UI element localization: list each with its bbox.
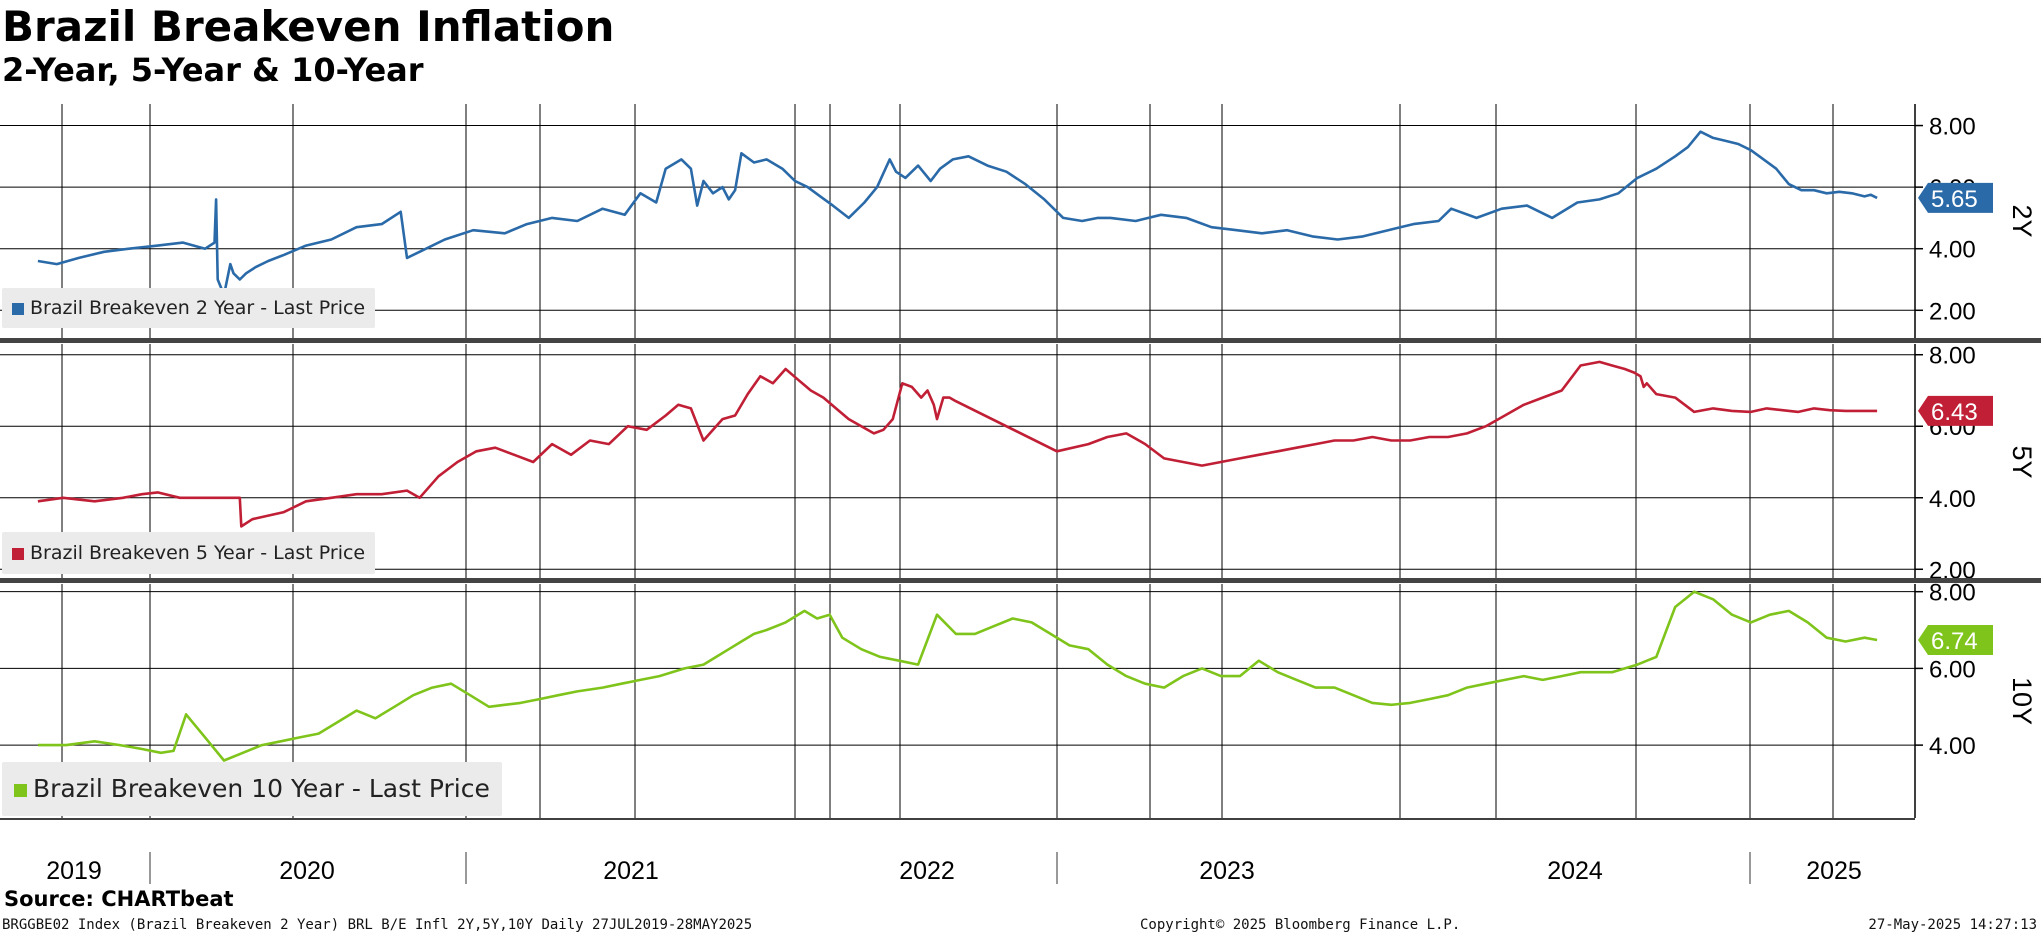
y-tick-label: 6.00: [1929, 656, 1976, 683]
legend-label-5y: Brazil Breakeven 5 Year - Last Price: [30, 542, 366, 564]
last-value-tag: [1918, 395, 1993, 426]
x-tick-label: 2020: [279, 857, 335, 885]
panel-label: 5Y: [2007, 445, 2037, 478]
x-tick-label: 2021: [603, 857, 659, 885]
x-tick-label: 2019: [46, 857, 102, 885]
legend-label-10y: Brazil Breakeven 10 Year - Last Price: [33, 774, 490, 803]
y-tick-label: 8.00: [1929, 580, 1976, 607]
source-note: Source: CHARTbeat: [4, 887, 234, 911]
x-tick-label: 2024: [1547, 857, 1603, 885]
legend-5y: Brazil Breakeven 5 Year - Last Price: [2, 532, 376, 574]
series-line-5y: [37, 360, 1878, 528]
chart-title: Brazil Breakeven Inflation: [2, 2, 615, 51]
series-line-2y: [37, 130, 1878, 297]
last-value-label: 5.65: [1931, 186, 1978, 213]
legend-swatch-5y: [12, 547, 24, 560]
y-tick-label: 4.00: [1929, 733, 1976, 760]
x-tick-label: 2025: [1806, 857, 1862, 885]
last-value-label: 6.43: [1931, 399, 1978, 426]
legend-swatch-10y: [14, 783, 27, 797]
panel-label: 2Y: [2007, 204, 2037, 237]
last-value-tag: [1918, 182, 1993, 213]
y-tick-label: 4.00: [1929, 486, 1976, 513]
footer-timestamp: 27-May-2025 14:27:13: [1868, 917, 2037, 933]
legend-10y: Brazil Breakeven 10 Year - Last Price: [2, 762, 502, 816]
y-tick-label: 8.00: [1929, 114, 1976, 141]
legend-label-2y: Brazil Breakeven 2 Year - Last Price: [30, 297, 366, 319]
y-tick-label: 2.00: [1929, 298, 1976, 325]
y-tick-label: 4.00: [1929, 237, 1976, 264]
legend-2y: Brazil Breakeven 2 Year - Last Price: [2, 288, 376, 328]
footer-ticker: BRGGBE02 Index (Brazil Breakeven 2 Year)…: [2, 917, 753, 933]
panel-separator: [0, 338, 2041, 343]
last-value-tag: [1918, 625, 1993, 656]
x-tick-label: 2022: [899, 857, 955, 885]
chart-subtitle: 2-Year, 5-Year & 10-Year: [2, 51, 424, 89]
y-tick-label: 8.00: [1929, 343, 1976, 370]
legend-swatch-2y: [12, 302, 24, 315]
panel-separator: [0, 578, 2041, 583]
series-line-10y: [37, 590, 1878, 762]
last-value-label: 6.74: [1931, 628, 1978, 655]
x-tick-label: 2023: [1199, 857, 1255, 885]
panel-label: 10Y: [2007, 677, 2037, 725]
footer-copyright: Copyright© 2025 Bloomberg Finance L.P.: [1140, 917, 1461, 933]
